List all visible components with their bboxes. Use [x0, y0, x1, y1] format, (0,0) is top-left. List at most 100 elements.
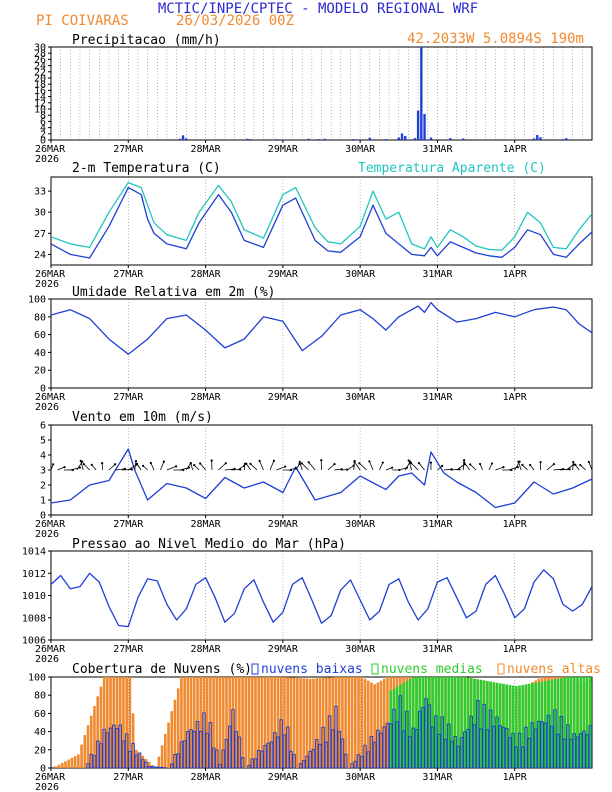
cloud-bar-nuvens-baixas [173, 754, 177, 768]
panel-4: 0 1 2 3 4 5 6 26MAR 27MAR 28MAR 29MAR 30MAR 31MAR 1AP… [35, 410, 593, 540]
cloud-bar-nuvens-medias [473, 678, 476, 768]
cloud-bar-nuvens-baixas [266, 742, 271, 768]
y-tick-label: 40 [34, 727, 46, 738]
wind-arrow-head [78, 466, 81, 469]
cloud-bar-nuvens-baixas [356, 754, 361, 768]
cloud-bar-nuvens-baixas [327, 715, 332, 768]
cloud-bar-nuvens-altas [286, 677, 289, 768]
cloud-bar-nuvens-altas [96, 696, 100, 768]
cloud-bar-nuvens-altas [328, 677, 331, 768]
cloud-bar-nuvens-altas [157, 756, 161, 768]
wind-arrow-head [552, 462, 556, 466]
wind-arrow-head [353, 460, 356, 464]
cloud-bar-nuvens-medias [569, 677, 573, 768]
wind-arrow [580, 464, 586, 471]
wind-arrow [334, 468, 342, 471]
cloud-bar-nuvens-medias [421, 677, 425, 768]
cloud-bar-nuvens-baixas [202, 712, 206, 768]
cloud-bar-nuvens-altas [267, 677, 270, 768]
legend-swatch [371, 663, 379, 675]
cloud-bar-nuvens-altas [354, 677, 357, 768]
cloud-bar-nuvens-altas [99, 686, 103, 768]
wind-arrow [269, 460, 275, 471]
x-year-label: 2026 [35, 654, 59, 665]
cloud-bar-nuvens-altas [212, 677, 215, 768]
y-tick-label: 6 [40, 421, 46, 432]
cloud-bar-nuvens-altas [164, 733, 167, 768]
x-tick-label: 31MAR [422, 772, 453, 783]
wind-arrow [495, 466, 504, 471]
cloud-bar-nuvens-baixas [231, 709, 235, 768]
x-tick-label: 27MAR [113, 772, 144, 783]
cloud-bar-nuvens-altas [254, 677, 257, 768]
wind-arrow-head [521, 463, 524, 467]
wind-arrow-head [579, 463, 582, 467]
wind-arrow [463, 462, 470, 471]
x-tick-label: 28MAR [191, 519, 222, 530]
cloud-bar-nuvens-baixas [363, 744, 367, 768]
series-line-1 [51, 569, 592, 628]
cloud-bar-nuvens-altas [221, 677, 225, 768]
wind-arrow-head [284, 465, 287, 468]
cloud-bar-nuvens-baixas [414, 729, 419, 768]
cloud-bar-nuvens-altas [135, 749, 138, 768]
cloud-bar-nuvens-altas [247, 677, 251, 768]
cloud-bar-nuvens-altas [334, 677, 338, 768]
cloud-bar-nuvens-baixas [446, 723, 451, 768]
cloud-bar-nuvens-medias [589, 677, 592, 768]
cloud-bar-nuvens-baixas [208, 722, 213, 768]
precip-bar [416, 110, 420, 140]
cloud-bar-nuvens-baixas [453, 735, 457, 768]
cloud-bar-nuvens-baixas [260, 750, 264, 768]
cloud-bar-nuvens-altas [112, 677, 116, 768]
cloud-bar-nuvens-baixas [331, 729, 335, 768]
precip-bar [461, 138, 465, 140]
cloud-bar-nuvens-baixas [459, 737, 464, 768]
cloud-bar-nuvens-baixas [495, 716, 499, 768]
cloud-bar-nuvens-altas [160, 745, 164, 768]
wind-arrow-head [101, 462, 104, 465]
cloud-bar-nuvens-medias [550, 679, 554, 768]
y-tick-label: 16 [34, 86, 46, 97]
y-tick-label: 0 [40, 384, 46, 395]
cloud-bar-nuvens-altas [305, 678, 309, 768]
cloud-bar-nuvens-baixas [318, 743, 322, 768]
cloud-bar-nuvens-altas [54, 766, 58, 768]
precip-bar [400, 133, 404, 140]
precip-bar [323, 138, 326, 140]
cloud-bar-nuvens-baixas [401, 730, 406, 768]
cloud-bar-nuvens-medias [518, 685, 521, 768]
cloud-bar-nuvens-medias [469, 678, 473, 768]
wind-arrow [136, 463, 142, 471]
cloud-bar-nuvens-medias [418, 677, 422, 768]
cloud-bar-nuvens-baixas [475, 700, 480, 768]
wind-arrow-head [272, 459, 275, 462]
wind-arrow-head [52, 463, 55, 466]
x-year-label: 2026 [35, 402, 59, 413]
series-line-2 [51, 181, 592, 251]
precip-bar [368, 137, 372, 140]
cloud-bar-nuvens-baixas [353, 760, 358, 768]
cloud-bar-nuvens-altas [337, 677, 341, 768]
wind-arrow-head [320, 459, 323, 462]
cloud-bar-nuvens-medias [556, 678, 560, 768]
cloud-bar-nuvens-baixas [582, 730, 586, 768]
cloud-bar-nuvens-baixas [395, 721, 399, 768]
x-tick-label: 30MAR [345, 772, 376, 783]
cloud-bar-nuvens-baixas [289, 750, 293, 768]
wind-arrow-head [502, 466, 505, 469]
wind-arrow [190, 463, 194, 471]
wind-arrow-head [123, 467, 126, 470]
wind-arrow [166, 465, 177, 471]
y-tick-label: 10 [34, 105, 46, 116]
cloud-bar-nuvens-baixas [195, 721, 200, 768]
precip-bar [561, 139, 565, 140]
cloud-bar-nuvens-altas [183, 677, 186, 768]
cloud-bar-nuvens-altas [260, 677, 264, 768]
y-tick-label: 28 [34, 49, 46, 60]
panel-frame [50, 46, 593, 141]
y-tick-label: 8 [40, 111, 46, 122]
wind-arrow [199, 463, 206, 471]
series-line-1 [51, 301, 592, 355]
x-tick-label: 26MAR [35, 392, 66, 403]
